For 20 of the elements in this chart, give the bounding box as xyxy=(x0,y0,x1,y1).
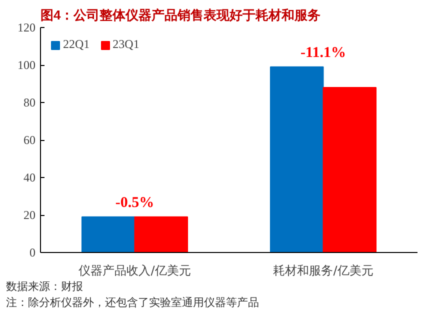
bar xyxy=(134,216,188,252)
x-tick-label: 耗材和服务/亿美元 xyxy=(273,264,374,278)
x-tick-label: 仪器产品收入/亿美元 xyxy=(78,264,191,278)
bar xyxy=(322,87,377,252)
y-tick-label: 60 xyxy=(24,133,36,147)
bar xyxy=(81,216,136,252)
y-tick-label: 100 xyxy=(18,58,36,72)
y-tick-label: 20 xyxy=(24,208,36,222)
y-tick-label: 80 xyxy=(24,96,36,110)
legend-label: 23Q1 xyxy=(112,37,140,52)
bar xyxy=(270,66,324,252)
annotation: -11.1% xyxy=(300,44,346,61)
y-tick-label: 40 xyxy=(24,170,36,184)
y-tick-label: 0 xyxy=(30,246,36,260)
y-tick-label: 120 xyxy=(18,20,36,34)
chart-title: 图4：公司整体仪器产品销售表现好于耗材和服务 xyxy=(40,8,321,22)
legend-label: 22Q1 xyxy=(63,37,90,52)
text: 注：除分析仪器外，还包含了实验室通用仪器等产品 xyxy=(6,296,259,311)
source-note: 数据来源：财报 xyxy=(6,280,83,295)
annotation: -0.5% xyxy=(115,194,154,211)
